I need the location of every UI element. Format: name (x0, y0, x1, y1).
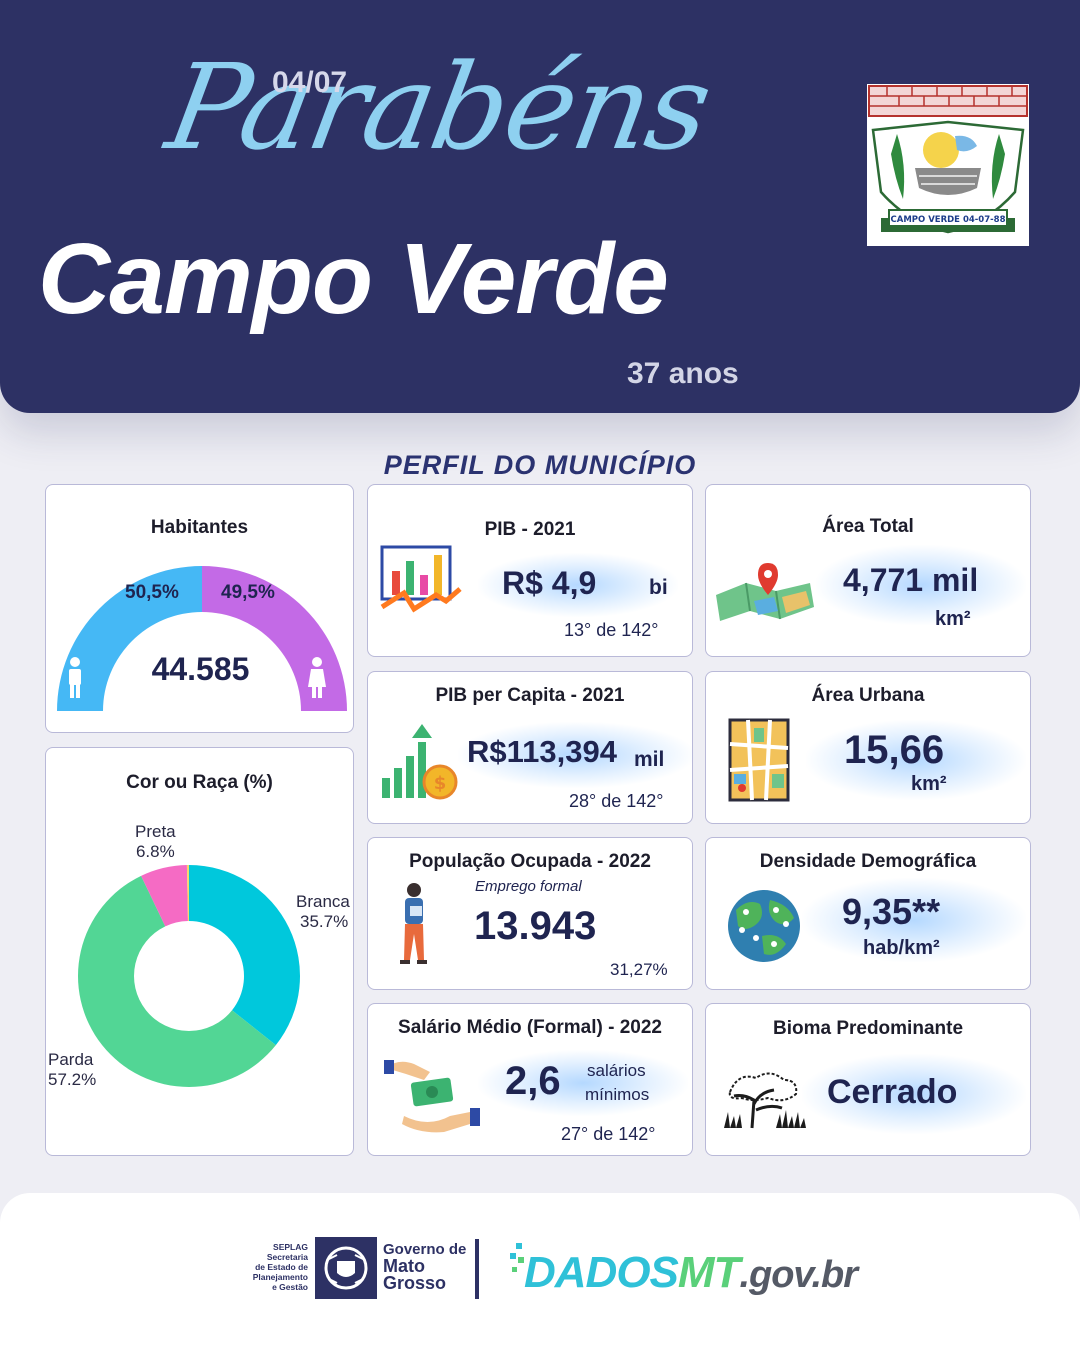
donut-slice-preta (141, 865, 188, 927)
card-title-area-urbana: Área Urbana (811, 685, 925, 706)
densidade-unit: hab/km² (863, 937, 940, 959)
city-name: Campo Verde (38, 223, 669, 335)
card-habitantes: Habitantes 50,5% 49,5% 44.585 (45, 484, 354, 733)
card-area-urbana: Área Urbana 15,66 km² (705, 671, 1031, 824)
footer: SEPLAG Secretaria de Estado de Planejame… (0, 1193, 1080, 1350)
growth-coin-icon: $ (382, 724, 458, 800)
male-icon (69, 657, 81, 698)
anniversary-years: 37 anos (627, 357, 739, 390)
card-area-total: Área Total 4,771 mil km² (705, 484, 1031, 657)
pib-capita-unit: mil (634, 748, 665, 771)
pib-capita-rank: 28° de 142° (569, 791, 664, 811)
footer-divider (475, 1239, 479, 1299)
seplag-text: SEPLAG Secretaria de Estado de Planejame… (252, 1242, 308, 1292)
pop-ocupada-subtitle: Emprego formal (475, 878, 582, 895)
salario-unit-line2: mínimos (585, 1085, 650, 1104)
card-title-pib: PIB - 2021 (484, 519, 576, 540)
dados-pixel-icon (510, 1243, 524, 1272)
salario-value: 2,6 (505, 1059, 561, 1103)
pib-rank: 13° de 142° (564, 620, 659, 640)
city-map-icon (728, 718, 790, 802)
area-total-value: 4,771 mil (843, 562, 979, 598)
salario-unit-line1: salários (587, 1061, 646, 1080)
anniversary-date: 04/07 (272, 66, 348, 99)
coat-of-arms-icon: CAMPO VERDE 04-07-88 (868, 85, 1028, 234)
donut-slice-parda (78, 875, 276, 1087)
pib-unit: bi (649, 576, 668, 599)
pie-label-preta: Preta 6.8% (135, 822, 176, 861)
worker-icon (400, 883, 427, 964)
card-title-pop-ocupada: População Ocupada - 2022 (409, 851, 651, 872)
card-title-area-total: Área Total (822, 516, 914, 537)
gauge-male-segment (57, 566, 202, 711)
male-pct-label: 50,5% (125, 582, 179, 603)
money-hand-icon (384, 1060, 480, 1133)
card-title-habitantes: Habitantes (150, 517, 249, 538)
pib-capita-value: R$113,394 (467, 734, 617, 769)
card-title-salario: Salário Médio (Formal) - 2022 (398, 1017, 662, 1038)
seal-caption: CAMPO VERDE 04-07-88 (891, 215, 1006, 225)
card-title-bioma: Bioma Predominante (772, 1018, 964, 1039)
svg-text:$: $ (434, 773, 447, 794)
pib-value: R$ 4,9 (502, 565, 597, 601)
area-urbana-value: 15,66 (844, 728, 945, 772)
salario-rank: 27° de 142° (561, 1124, 656, 1144)
globe-people-icon (728, 890, 800, 962)
pie-label-branca: Branca 35.7% (296, 892, 350, 931)
bar-chart-icon (380, 545, 462, 613)
mato-grosso-seal-icon (315, 1237, 377, 1299)
densidade-value: 9,35** (842, 891, 941, 932)
pop-ocupada-pct: 31,27% (610, 960, 668, 979)
card-densidade: Densidade Demográfica 9,35** hab/km² (705, 837, 1031, 990)
habitantes-total: 44.585 (151, 651, 250, 687)
gender-gauge (57, 566, 347, 711)
dadosmt-logo: DADOSMT.gov.br (524, 1248, 858, 1297)
donut-slice-outros (186, 865, 189, 922)
gov-mt-text: Governo de Mato Grosso (383, 1241, 467, 1293)
card-pib: PIB - 2021 R$ 4,9 bi 13° de 142° (367, 484, 693, 657)
card-bioma: Bioma Predominante Cerrado (705, 1003, 1031, 1156)
card-title-pib-capita: PIB per Capita - 2021 (435, 685, 625, 706)
script-title: Parabéns (157, 38, 720, 176)
bioma-value: Cerrado (827, 1073, 958, 1111)
card-title-cor-raca: Cor ou Raça (%) (126, 772, 273, 793)
area-total-unit: km² (935, 608, 971, 630)
donut-slice-branca (189, 865, 301, 1046)
municipal-seal: CAMPO VERDE 04-07-88 (867, 84, 1029, 246)
cerrado-tree-icon (724, 1072, 806, 1129)
card-pop-ocupada: População Ocupada - 2022 Emprego formal … (367, 837, 693, 990)
card-salario: Salário Médio (Formal) - 2022 2,6 salári… (367, 1003, 693, 1156)
area-urbana-unit: km² (911, 773, 947, 795)
section-title: PERFIL DO MUNICÍPIO (383, 450, 697, 480)
card-cor-raca: Cor ou Raça (%) Preta 6.8% Branca 35.7% Pa… (45, 747, 354, 1156)
header-banner: Parabéns 04/07 Campo Verde 37 anos CAMPO… (0, 0, 1080, 413)
female-pct-label: 49,5% (221, 582, 275, 603)
race-donut-chart (78, 865, 301, 1087)
pop-ocupada-value: 13.943 (474, 904, 597, 948)
map-pin-icon (716, 563, 814, 621)
female-icon (308, 657, 326, 698)
card-title-densidade: Densidade Demográfica (759, 851, 977, 872)
card-pib-capita: PIB per Capita - 2021 $ R$113,394 mil 28… (367, 671, 694, 824)
pie-label-parda: Parda 57.2% (48, 1050, 97, 1089)
